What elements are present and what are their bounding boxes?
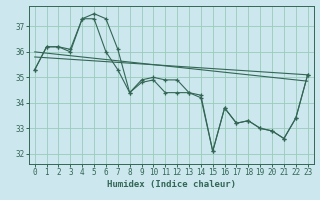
X-axis label: Humidex (Indice chaleur): Humidex (Indice chaleur) — [107, 180, 236, 189]
